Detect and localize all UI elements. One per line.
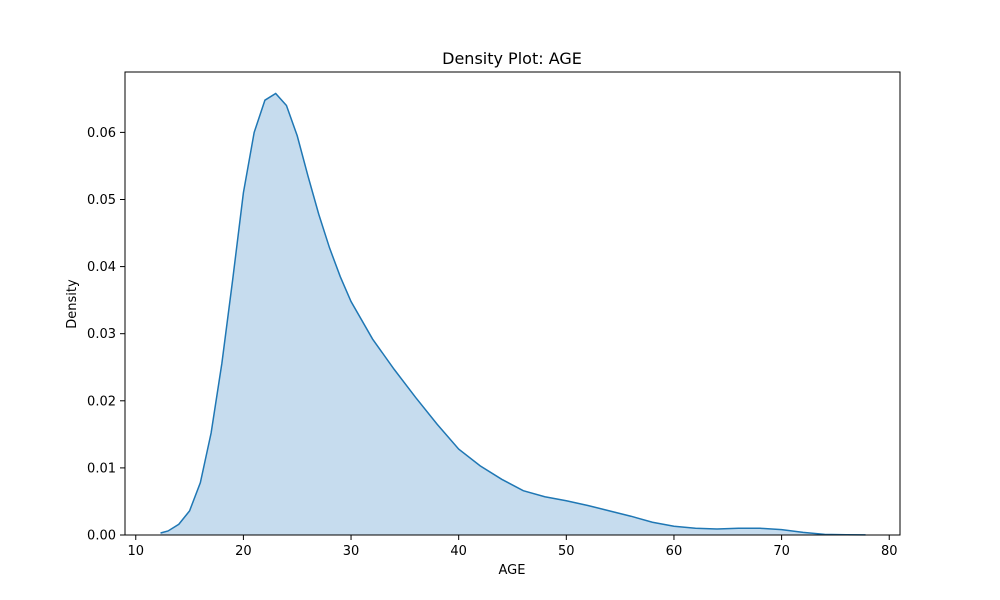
y-tick-label: 0.00 xyxy=(87,529,116,544)
x-axis: 10 20 30 40 50 60 70 80 xyxy=(127,535,898,559)
y-tick-label: 0.03 xyxy=(87,327,116,342)
y-axis: 0.00 0.01 0.02 0.03 0.04 0.05 0.06 xyxy=(87,126,125,544)
y-tick-label: 0.05 xyxy=(87,193,116,208)
x-tick-label: 80 xyxy=(881,544,898,559)
x-tick-label: 20 xyxy=(235,544,252,559)
y-tick-label: 0.06 xyxy=(87,126,116,141)
y-axis-label: Density xyxy=(65,279,80,329)
x-axis-label: AGE xyxy=(499,563,526,578)
plot-area xyxy=(124,71,901,536)
x-tick-label: 70 xyxy=(773,544,790,559)
density-area xyxy=(160,93,866,535)
x-tick-label: 60 xyxy=(666,544,683,559)
density-line xyxy=(160,92,866,536)
y-tick-label: 0.02 xyxy=(87,394,116,409)
x-tick-label: 10 xyxy=(127,544,144,559)
y-tick-label: 0.01 xyxy=(87,461,116,476)
x-tick-label: 30 xyxy=(343,544,360,559)
chart-title: Density Plot: AGE xyxy=(442,49,582,68)
x-tick-label: 50 xyxy=(558,544,575,559)
y-tick-label: 0.04 xyxy=(87,260,116,275)
x-tick-label: 40 xyxy=(450,544,467,559)
plot-frame xyxy=(124,71,901,536)
